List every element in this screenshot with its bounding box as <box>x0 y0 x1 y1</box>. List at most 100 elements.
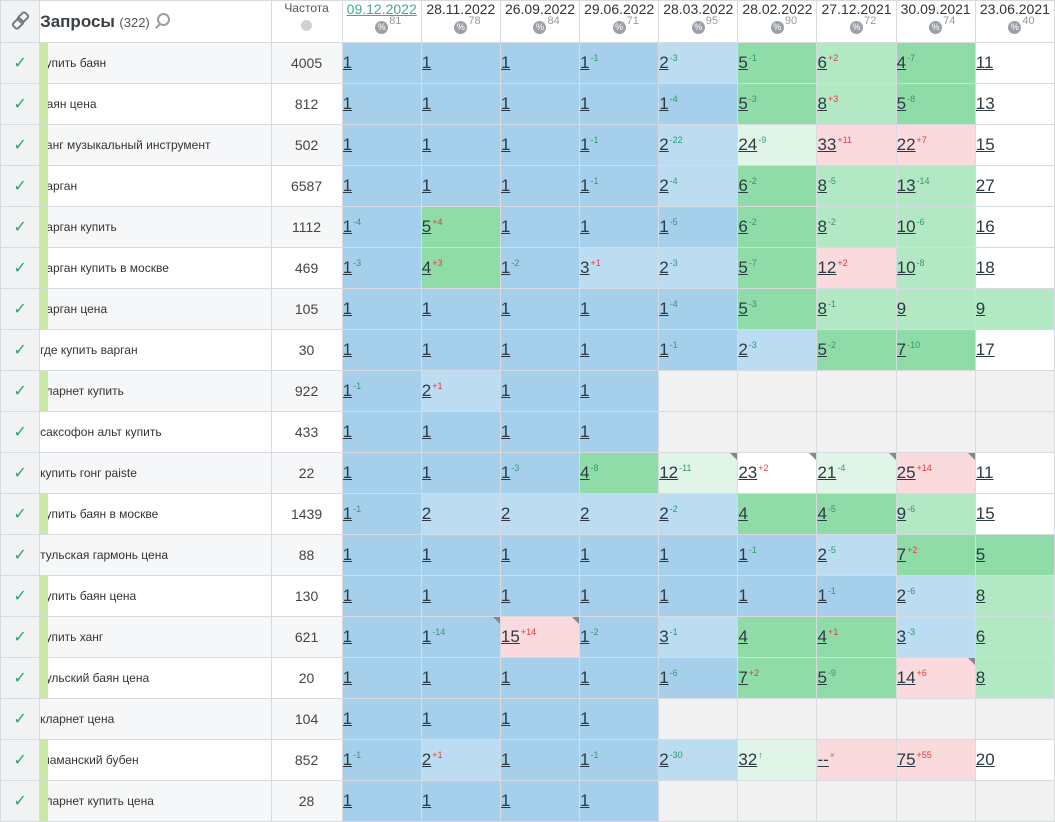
position-cell[interactable]: 1 <box>420 698 501 740</box>
position-cell[interactable]: 2 <box>579 493 660 535</box>
row-check-cell[interactable]: ✓ <box>0 657 41 699</box>
position-value[interactable]: 5 <box>738 94 748 113</box>
position-value[interactable]: 1 <box>342 258 353 277</box>
position-cell[interactable]: 1 <box>579 329 660 371</box>
row-check-cell[interactable]: ✓ <box>0 42 41 84</box>
position-value[interactable]: 2 <box>659 504 669 523</box>
position-value[interactable]: 6 <box>738 176 748 195</box>
query-cell[interactable]: варган купить в москве <box>39 247 272 289</box>
position-value[interactable]: 1 <box>500 176 511 195</box>
position-value[interactable]: 1 <box>421 668 432 687</box>
position-value[interactable]: -- <box>817 750 829 769</box>
position-cell[interactable]: 17 <box>974 329 1055 371</box>
position-value[interactable]: 2 <box>659 258 669 277</box>
date-label[interactable]: 23.06.2021 <box>979 1 1050 18</box>
query-text[interactable]: кларнет цена <box>40 712 115 726</box>
position-value[interactable]: 1 <box>342 668 353 687</box>
position-cell[interactable]: 1-1 <box>816 575 897 617</box>
query-text[interactable]: баян цена <box>40 97 97 111</box>
position-cell[interactable]: 2 <box>420 493 501 535</box>
check-icon[interactable]: ✓ <box>13 219 27 236</box>
position-cell[interactable]: 1 <box>499 698 581 740</box>
position-cell[interactable]: 2-4 <box>658 165 739 207</box>
queries-title[interactable]: Запросы <box>40 11 115 31</box>
position-cell[interactable]: 5-3 <box>737 288 818 330</box>
position-value[interactable]: 3 <box>659 627 669 646</box>
position-value[interactable]: 1 <box>421 299 432 318</box>
position-value[interactable]: 1 <box>580 750 590 769</box>
position-cell[interactable]: 8-5 <box>816 165 897 207</box>
position-cell[interactable]: 1-2 <box>499 247 581 289</box>
position-value[interactable]: 1 <box>580 791 590 810</box>
position-value[interactable]: 1 <box>659 94 669 113</box>
position-value[interactable]: 1 <box>342 217 353 236</box>
position-cell[interactable]: 27 <box>974 165 1055 207</box>
position-cell[interactable]: 1 <box>341 288 422 330</box>
date-column-header[interactable]: 28.11.2022% 78 <box>420 0 501 43</box>
position-value[interactable]: 1 <box>580 627 590 646</box>
position-value[interactable]: 1 <box>580 586 590 605</box>
position-value[interactable]: 27 <box>975 176 995 195</box>
query-text[interactable]: купить баян <box>40 56 107 70</box>
position-value[interactable]: 1 <box>580 668 590 687</box>
position-cell[interactable]: 2-30 <box>658 739 739 781</box>
query-cell[interactable]: тульский баян цена <box>39 657 272 699</box>
position-cell[interactable]: 1 <box>737 575 818 617</box>
position-value[interactable]: 1 <box>421 53 432 72</box>
position-cell[interactable]: 7+2 <box>895 534 976 576</box>
position-cell[interactable]: 15+14 <box>499 616 581 658</box>
position-value[interactable]: 4 <box>817 504 827 523</box>
position-cell[interactable]: 16 <box>974 206 1055 248</box>
position-value[interactable]: 1 <box>500 217 511 236</box>
position-cell[interactable]: 1 <box>499 165 581 207</box>
position-cell[interactable]: 1 <box>499 288 581 330</box>
position-cell[interactable]: 1 <box>341 42 422 84</box>
position-cell[interactable]: 1 <box>420 124 501 166</box>
position-cell[interactable]: 4-8 <box>579 452 660 494</box>
position-value[interactable]: 5 <box>817 340 827 359</box>
position-cell[interactable]: 33+11 <box>816 124 897 166</box>
position-value[interactable]: 1 <box>421 463 432 482</box>
position-value[interactable]: 23 <box>738 463 758 482</box>
check-icon[interactable]: ✓ <box>13 547 27 564</box>
row-check-cell[interactable]: ✓ <box>0 206 41 248</box>
position-cell[interactable]: 1 <box>499 780 581 822</box>
date-label[interactable]: 30.09.2021 <box>900 1 971 18</box>
check-icon[interactable]: ✓ <box>13 383 27 400</box>
date-column-header[interactable]: 27.12.2021% 72 <box>816 0 897 43</box>
query-text[interactable]: купить гонг paiste <box>40 466 137 480</box>
position-cell[interactable]: 1-1 <box>579 124 660 166</box>
position-cell[interactable]: 1 <box>420 288 501 330</box>
position-cell[interactable]: 14+6 <box>895 657 976 699</box>
date-column-header[interactable]: 09.12.2022% 81 <box>341 0 422 43</box>
position-cell[interactable]: 1 <box>341 124 422 166</box>
position-value[interactable]: 1 <box>421 627 432 646</box>
position-value[interactable]: 1 <box>580 299 590 318</box>
position-value[interactable]: 8 <box>817 176 827 195</box>
row-check-cell[interactable]: ✓ <box>0 288 41 330</box>
position-cell[interactable]: 1-1 <box>658 329 739 371</box>
position-cell[interactable]: 1 <box>579 698 660 740</box>
position-cell[interactable]: 1 <box>341 534 422 576</box>
position-cell[interactable]: 1 <box>341 411 422 453</box>
position-value[interactable]: 13 <box>896 176 916 195</box>
position-value[interactable]: 1 <box>342 135 353 154</box>
position-value[interactable]: 4 <box>896 53 907 72</box>
check-icon[interactable]: ✓ <box>13 342 27 359</box>
position-value[interactable]: 1 <box>342 463 353 482</box>
position-value[interactable]: 15 <box>500 627 520 646</box>
position-value[interactable]: 14 <box>896 668 916 687</box>
position-cell[interactable]: 1-5 <box>658 206 739 248</box>
check-icon[interactable]: ✓ <box>13 178 27 195</box>
position-value[interactable]: 1 <box>421 586 432 605</box>
position-value[interactable]: 1 <box>421 135 432 154</box>
position-cell[interactable]: 5-2 <box>816 329 897 371</box>
position-cell[interactable]: 21-4 <box>816 452 897 494</box>
position-cell[interactable]: 5-8 <box>895 83 976 125</box>
position-cell[interactable]: 1 <box>499 411 581 453</box>
row-check-cell[interactable]: ✓ <box>0 165 41 207</box>
query-cell[interactable]: купить ханг <box>39 616 272 658</box>
position-cell[interactable]: 1-6 <box>658 657 739 699</box>
position-cell[interactable]: 24-9 <box>737 124 818 166</box>
position-value[interactable]: 18 <box>975 258 995 277</box>
